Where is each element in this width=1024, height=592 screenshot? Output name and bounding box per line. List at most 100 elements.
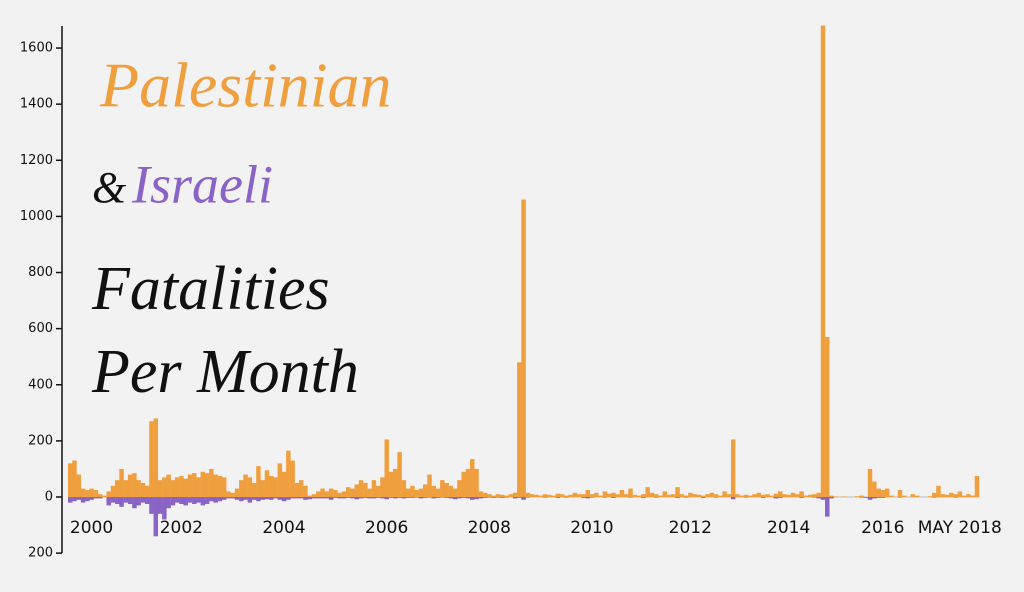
bar	[598, 495, 603, 497]
bar	[897, 497, 903, 498]
bar	[953, 497, 958, 498]
bar	[662, 491, 667, 497]
bar	[765, 494, 770, 497]
bar	[140, 482, 146, 497]
bar	[517, 497, 522, 498]
bar	[799, 497, 804, 498]
bar	[256, 497, 261, 502]
y-tick-label: 1600	[20, 41, 53, 56]
bar	[410, 485, 415, 497]
bar	[401, 497, 407, 499]
bar	[213, 497, 218, 503]
bar	[452, 488, 458, 497]
bar	[559, 494, 565, 497]
bar	[880, 497, 886, 498]
bar	[816, 492, 821, 497]
bar	[718, 495, 723, 497]
bar	[72, 460, 77, 497]
bar	[119, 497, 124, 507]
bar	[730, 439, 736, 497]
bar	[568, 494, 573, 497]
bar	[564, 497, 569, 498]
bar	[700, 497, 706, 498]
bar	[294, 482, 300, 497]
x-tick-label: 2012	[669, 518, 712, 538]
bar	[581, 497, 586, 498]
title-palestinian: Palestinian	[99, 50, 392, 121]
bar	[217, 497, 223, 502]
bar	[333, 489, 338, 497]
bar	[234, 497, 240, 500]
x-tick-label: 2010	[570, 518, 613, 538]
bar	[521, 199, 526, 497]
bar	[653, 497, 659, 498]
bar	[534, 494, 539, 497]
bar	[316, 497, 321, 499]
bar	[431, 497, 437, 499]
bar	[859, 497, 864, 498]
bar	[174, 477, 180, 497]
bar	[444, 482, 449, 497]
bar	[192, 473, 197, 497]
y-tick-label: 1200	[20, 153, 53, 168]
bar	[341, 497, 347, 499]
bar	[414, 489, 419, 497]
bar	[298, 497, 304, 499]
bar	[273, 477, 278, 497]
bar	[405, 488, 411, 497]
bar	[470, 497, 475, 500]
bar	[380, 477, 385, 497]
bar	[944, 494, 950, 497]
bar	[213, 474, 218, 497]
bar	[773, 497, 779, 499]
bar	[679, 494, 685, 497]
bar	[807, 494, 813, 497]
x-tick-label: 2016	[861, 518, 904, 538]
bar	[162, 497, 167, 520]
bar	[777, 497, 783, 498]
bar	[889, 495, 894, 497]
bar	[713, 497, 719, 498]
bar	[269, 475, 274, 497]
x-tick-label: 2006	[365, 518, 408, 538]
bar	[115, 480, 120, 497]
bar	[688, 492, 693, 497]
bar	[867, 468, 873, 497]
bar	[286, 450, 291, 497]
bar	[645, 487, 650, 497]
bar	[422, 497, 428, 498]
bar	[247, 477, 253, 497]
bar	[478, 491, 484, 497]
bar	[324, 491, 330, 497]
bar	[303, 497, 308, 500]
bar	[346, 497, 351, 498]
bar	[290, 460, 295, 497]
bar	[371, 480, 377, 497]
title-per-month: Per Month	[91, 338, 359, 406]
bar	[316, 491, 321, 497]
bar	[769, 495, 774, 497]
bar	[157, 480, 163, 497]
bar	[136, 480, 141, 497]
bar	[461, 471, 466, 497]
bar	[337, 497, 342, 499]
bar	[119, 468, 124, 497]
bar	[696, 494, 702, 497]
bar	[576, 494, 582, 497]
bar	[525, 492, 531, 497]
bar	[448, 485, 454, 497]
bar	[782, 494, 787, 497]
bar	[812, 497, 817, 498]
y-tick-label: 200	[28, 433, 53, 448]
bar	[192, 497, 197, 505]
bar	[132, 497, 137, 509]
bar	[149, 497, 154, 514]
bar	[457, 497, 462, 499]
bar	[97, 494, 103, 497]
bar	[525, 497, 531, 498]
bar	[820, 497, 826, 500]
bar	[367, 497, 372, 499]
bar	[162, 477, 167, 497]
bar	[260, 497, 265, 500]
bar	[80, 497, 86, 503]
